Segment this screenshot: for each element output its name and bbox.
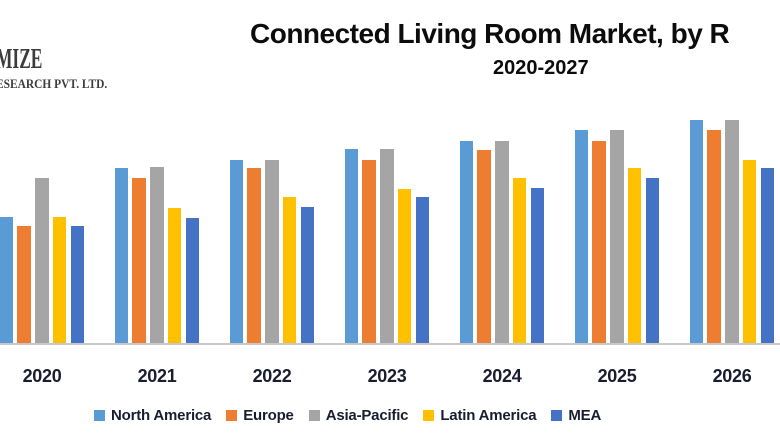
bar-mea-2025: [645, 178, 660, 343]
bar-asia-pacific-2022: [265, 160, 279, 343]
bar-europe-2023: [362, 160, 376, 343]
x-axis-label-2024: 2024: [482, 366, 522, 386]
bar-north-america-2022: [229, 160, 243, 343]
bar-north-america-2026: [689, 120, 703, 343]
logo-text-line1: MIZE: [0, 43, 43, 75]
bar-group-2022: [229, 160, 315, 343]
x-axis-line: [0, 343, 780, 345]
bar-north-america-2025: [574, 130, 588, 343]
bar-latin-america-2022: [282, 197, 297, 343]
bar-north-america-2021: [114, 168, 128, 343]
legend-label-asia-pacific: Asia-Pacific: [325, 407, 409, 424]
bar-mea-2020: [70, 226, 85, 343]
bar-latin-america-2021: [167, 208, 182, 343]
bar-group-2023: [344, 149, 430, 343]
bar-europe-2026: [707, 130, 721, 343]
x-axis-labels: 2020 2021 2022 2023 2024 2025 2026: [0, 366, 780, 388]
x-axis-label-2025: 2025: [597, 366, 637, 386]
bar-asia-pacific-2024: [495, 141, 509, 343]
bar-group-2024: [459, 141, 545, 343]
bar-asia-pacific-2025: [610, 130, 624, 343]
bar-mea-2024: [530, 188, 545, 343]
legend: North America Europe Asia-Pacific Latin Ame…: [94, 407, 601, 424]
chart-subtitle: 2020-2027: [493, 57, 589, 79]
bar-group-2020: [0, 178, 85, 343]
bar-asia-pacific-2020: [35, 178, 49, 343]
x-axis-label-2021: 2021: [137, 366, 177, 386]
bar-group-2026: [689, 120, 775, 343]
bar-europe-2021: [132, 178, 146, 343]
legend-swatch-mea: [551, 410, 563, 421]
x-axis-label-2020: 2020: [22, 366, 62, 386]
legend-item-latin-america: Latin America: [423, 407, 537, 424]
bar-chart-plot: [0, 120, 775, 343]
bar-north-america-2024: [459, 141, 473, 343]
bar-latin-america-2024: [512, 178, 527, 343]
bar-europe-2022: [247, 168, 261, 343]
logo-text-line2: ESEARCH PVT. LTD.: [0, 76, 108, 91]
x-axis-label-2023: 2023: [367, 366, 407, 386]
bar-mea-2022: [300, 207, 315, 343]
x-axis-label-2026: 2026: [712, 366, 752, 386]
bar-mea-2023: [415, 197, 430, 343]
legend-label-north-america: North America: [111, 407, 212, 424]
bar-europe-2024: [477, 150, 491, 343]
bar-mea-2021: [185, 218, 200, 343]
bar-latin-america-2020: [52, 217, 67, 343]
bar-group-2025: [574, 130, 660, 343]
bar-latin-america-2023: [397, 189, 412, 343]
legend-label-latin-america: Latin America: [440, 407, 537, 424]
legend-swatch-latin-america: [423, 410, 435, 421]
legend-label-mea: MEA: [568, 407, 602, 424]
chart-title: Connected Living Room Market, by R: [250, 18, 730, 49]
x-axis-label-2022: 2022: [252, 366, 292, 386]
legend-item-north-america: North America: [94, 407, 211, 424]
bar-europe-2020: [17, 226, 31, 343]
company-logo: MIZE ESEARCH PVT. LTD.: [0, 43, 122, 91]
bar-north-america-2020: [0, 217, 13, 343]
bar-group-2021: [114, 167, 200, 343]
bar-asia-pacific-2021: [150, 167, 164, 343]
legend-label-europe: Europe: [243, 407, 294, 424]
bar-latin-america-2025: [627, 168, 642, 343]
bar-asia-pacific-2026: [725, 120, 739, 343]
bar-asia-pacific-2023: [380, 149, 394, 343]
legend-item-europe: Europe: [226, 407, 294, 424]
bar-mea-2026: [760, 168, 775, 343]
legend-item-asia-pacific: Asia-Pacific: [308, 407, 409, 424]
legend-swatch-asia-pacific: [308, 410, 320, 421]
bar-north-america-2023: [344, 149, 358, 343]
legend-item-mea: MEA: [551, 407, 601, 424]
legend-swatch-north-america: [94, 410, 105, 421]
bar-europe-2025: [592, 141, 606, 343]
bar-latin-america-2026: [742, 160, 757, 343]
legend-swatch-europe: [226, 410, 238, 421]
